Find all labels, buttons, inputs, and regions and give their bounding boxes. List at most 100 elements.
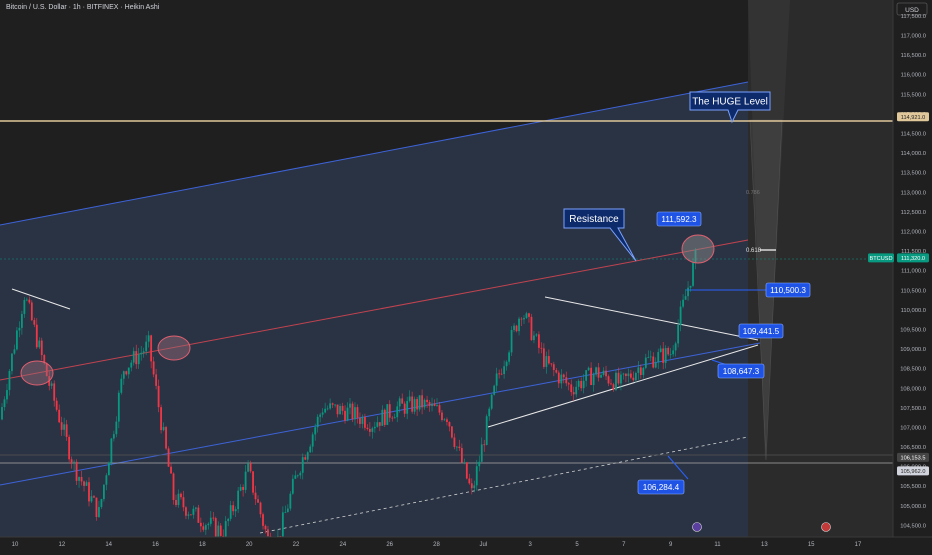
candle-body [217,525,220,537]
candle-body [321,412,324,415]
time-tick-label: 24 [339,542,346,548]
event-icon-1[interactable] [692,522,702,532]
candle-body [254,492,257,500]
candle-body [207,523,210,526]
chart-header: Bitcoin / U.S. Dollar · 1h · BITFINEX · … [6,4,159,11]
price-tick-label: 114,000.0 [901,151,926,157]
candle-body [103,484,105,500]
candle-body [625,373,627,377]
candle-body [316,416,319,428]
candle-body [468,478,471,484]
candle-body [677,324,680,344]
event-icon-2[interactable] [821,522,831,532]
price-label-text: 111,592.3 [661,215,697,224]
time-tick-label: 26 [386,542,393,548]
candle-body [55,400,58,410]
candle-body [13,349,16,354]
price-labels-group: 111,592.3 110,500.3 109,441.5 108,647.3 106,… [637,211,811,495]
time-axis-panel[interactable] [0,537,932,550]
candle-body [642,367,645,375]
time-tick-label: Jul [479,542,487,548]
candle-body [383,409,386,425]
candle-body [413,399,416,412]
candle-body [480,444,483,462]
candle-body [264,525,267,530]
time-tick-label: 12 [58,542,65,548]
candle-body [361,416,364,424]
candle-body [403,403,406,414]
candle-body [304,457,307,460]
price-tick-label: 111,000.0 [901,269,926,275]
candle-body [674,343,677,351]
price-axis-ticks: 117,500.0 117,000.0 116,500.0 116,000.0 115,… [900,14,926,530]
candle-body [453,437,456,447]
candle-body [165,427,167,449]
time-tick-label: 7 [622,542,626,548]
dashed-support-line [259,436,749,534]
time-tick-label: 28 [433,542,440,548]
price-axis-badges: 114,921.0 BTCUSD 111,320.0 106,153.5 105,962… [868,112,929,476]
huge-level-label: The HUGE Level [692,97,768,108]
candle-body [483,444,486,446]
price-tick-label: 112,000.0 [901,229,926,235]
candle-body [393,417,396,419]
candle-body [157,385,160,408]
candle-body [294,475,297,479]
time-tick-label: 13 [761,542,768,548]
candle-body [607,376,610,384]
candle-body [396,406,399,418]
touch-circle-1 [20,360,54,386]
candle-body [627,373,630,377]
time-tick-label: 5 [575,542,579,548]
candle-body [8,370,11,391]
price-tick-label: 115,500.0 [901,92,926,98]
candle-body [463,462,466,464]
candle-body [155,374,158,386]
candle-body [334,404,336,406]
time-tick-label: 9 [669,542,673,548]
projection-cone [748,0,790,462]
price-badge [897,253,929,263]
candle-body [672,350,675,355]
candle-body [386,404,389,425]
candle-body [436,405,438,406]
candle-body [341,405,344,411]
candle-body [354,407,356,420]
candle-body [368,429,371,432]
candle-body [296,475,299,477]
candle-body [23,300,26,314]
time-tick-label: 11 [714,542,721,548]
chart-title: Bitcoin / U.S. Dollar · 1h · BITFINEX · … [6,4,160,11]
candle-body [600,374,602,378]
event-icons[interactable] [692,522,831,532]
candle-body [160,407,162,431]
candle-body [617,372,620,384]
candle-body [192,508,195,515]
candle-body [438,405,441,413]
triangle-lower-line [487,344,759,428]
candle-body [421,395,423,408]
currency-box[interactable] [896,2,928,16]
candle-body [485,416,488,445]
candle-body [426,399,428,403]
candle-body [411,396,414,412]
candle-body [6,390,8,400]
time-tick-label: 18 [199,542,206,548]
candle-body [172,473,175,500]
candle-body [137,354,140,365]
fib-level-label: 0.618 [746,248,762,254]
price-tick-label: 110,500.0 [901,288,926,294]
candle-body [498,373,501,375]
candle-body [443,419,446,421]
candle-body [247,463,249,472]
candle-body [140,352,143,355]
candle-body [508,352,510,362]
candle-body [503,366,506,375]
candle-body [523,317,525,320]
price-label-text: 109,441.5 [743,327,780,336]
candle-body [615,372,617,390]
candles-group [1,247,697,555]
candle-body [590,367,593,386]
